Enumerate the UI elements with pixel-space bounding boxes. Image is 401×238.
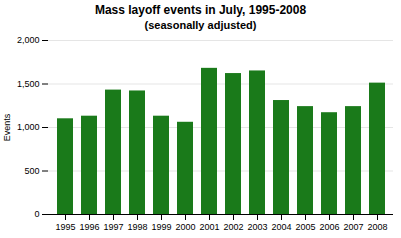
svg-text:0: 0 (34, 209, 39, 219)
html-text:(seasonally adjusted): (seasonally adjusted) (144, 19, 257, 31)
svg-text:1999: 1999 (151, 222, 171, 232)
svg-text:Events: Events (2, 113, 12, 141)
svg-text:1995: 1995 (55, 222, 75, 232)
svg-text:2008: 2008 (367, 222, 387, 232)
svg-text:2004: 2004 (271, 222, 291, 232)
svg-text:1,500: 1,500 (17, 79, 40, 89)
svg-text:1997: 1997 (103, 222, 123, 232)
svg-text:1996: 1996 (79, 222, 99, 232)
svg-text:2000: 2000 (175, 222, 195, 232)
svg-text:1,000: 1,000 (17, 122, 40, 132)
svg-text:2001: 2001 (199, 222, 219, 232)
svg-text:2007: 2007 (343, 222, 363, 232)
svg-text:1998: 1998 (127, 222, 147, 232)
svg-text:2005: 2005 (295, 222, 315, 232)
svg-text:2002: 2002 (223, 222, 243, 232)
svg-text:2006: 2006 (319, 222, 339, 232)
svg-text:2,000: 2,000 (17, 35, 40, 45)
svg-text:500: 500 (24, 166, 39, 176)
svg-text:2003: 2003 (247, 222, 267, 232)
html-text:Mass layoff events in July, 19: Mass layoff events in July, 1995-2008 (94, 3, 307, 17)
